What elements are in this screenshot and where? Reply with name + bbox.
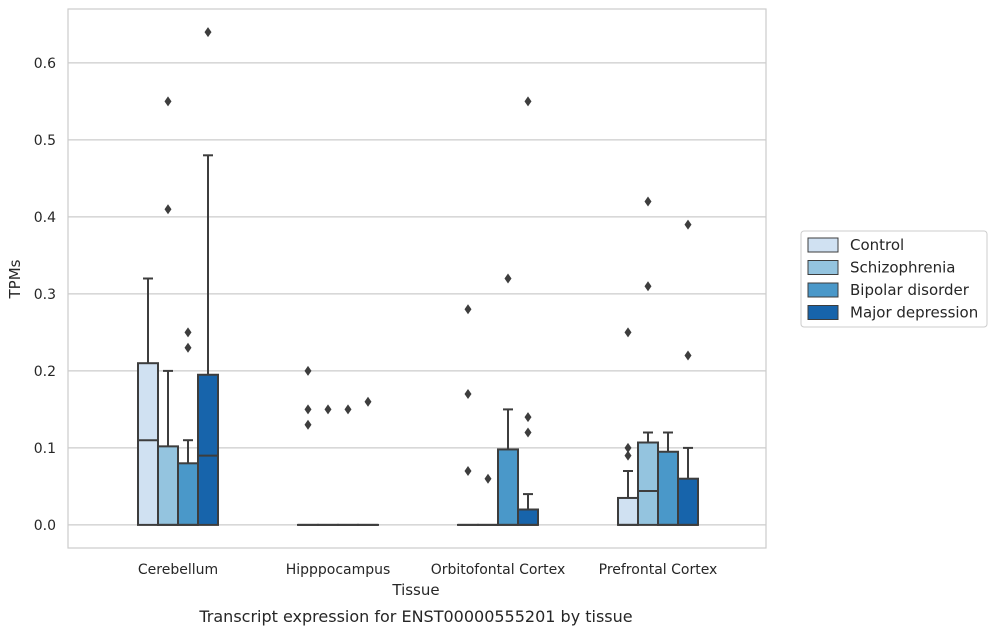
box (637, 196, 659, 526)
outlier-point (344, 404, 352, 415)
y-axis-label: TPMs (6, 259, 24, 299)
x-tick-label: Orbitofontal Cortex (431, 562, 566, 578)
series-major-depression (197, 27, 699, 526)
series-schizophrenia (157, 96, 659, 526)
outlier-point (304, 419, 312, 430)
plot-area-frame (67, 8, 767, 549)
legend: Control Schizophrenia Bipolar disorder Majo… (800, 230, 988, 328)
outlier-point (324, 404, 332, 415)
box (177, 327, 199, 526)
outlier-point (644, 281, 652, 292)
chart-caption: Transcript expression for ENST0000055520… (198, 607, 632, 626)
outlier-point (624, 450, 632, 461)
legend-swatch (807, 282, 839, 298)
box (517, 96, 539, 526)
outlier-point (524, 412, 532, 423)
outlier-point (464, 466, 472, 476)
outlier-point (684, 350, 692, 361)
box (197, 27, 219, 526)
y-tick-label: 0.5 (34, 133, 56, 149)
outlier-point (504, 273, 512, 284)
x-axis-ticks: Cerebellum Hipppocampus Orbitofontal Corte… (138, 562, 717, 578)
x-tick-label: Cerebellum (138, 562, 218, 578)
x-tick-label: Prefrontal Cortex (599, 562, 718, 578)
box (457, 304, 479, 526)
outlier-point (624, 442, 632, 453)
box-body (197, 373, 219, 526)
series-bipolar-disorder (177, 273, 679, 526)
y-axis-ticks: 0.0 0.1 0.2 0.3 0.4 0.5 0.6 (34, 56, 56, 534)
box (677, 219, 699, 526)
outlier-point (304, 365, 312, 376)
box (157, 96, 179, 526)
box (477, 473, 499, 526)
outlier-point (464, 389, 472, 399)
outlier-point (164, 204, 172, 215)
outlier-point (484, 473, 492, 484)
box-body (657, 450, 679, 526)
outlier-point (304, 404, 312, 415)
y-tick-label: 0.2 (34, 364, 56, 380)
outlier-point (184, 342, 192, 353)
box-body (177, 462, 199, 526)
legend-label: Bipolar disorder (850, 281, 970, 299)
y-tick-label: 0.4 (34, 210, 56, 226)
box (137, 277, 159, 526)
outlier-point (524, 427, 532, 438)
outlier-point (204, 27, 212, 38)
y-tick-label: 0.1 (34, 441, 56, 457)
legend-swatch (807, 237, 839, 253)
x-tick-label: Hipppocampus (286, 562, 391, 578)
outlier-point (364, 396, 372, 407)
legend-label: Control (850, 236, 904, 254)
box (317, 404, 339, 526)
box (337, 404, 359, 526)
legend-label: Schizophrenia (850, 259, 955, 277)
x-axis-label: Tissue (391, 581, 439, 599)
box (497, 273, 519, 526)
box (617, 327, 639, 526)
box-series (137, 27, 699, 526)
outlier-point (164, 96, 172, 107)
outlier-point (624, 327, 632, 338)
outlier-point (644, 196, 652, 207)
outlier-point (684, 219, 692, 230)
box-body (517, 508, 539, 526)
outlier-point (184, 327, 192, 338)
box (297, 365, 319, 526)
outlier-point (524, 96, 532, 107)
box (657, 431, 679, 526)
legend-frame (800, 230, 988, 328)
outlier-point (464, 304, 472, 315)
box-body (677, 477, 699, 526)
y-tick-label: 0.0 (34, 518, 56, 534)
box-body (137, 362, 159, 526)
box-body (157, 445, 179, 526)
grid-lines (68, 62, 766, 526)
box-body (497, 448, 519, 526)
legend-swatch (807, 305, 839, 320)
box (357, 396, 379, 526)
legend-swatch (807, 260, 839, 275)
box-body (617, 496, 639, 526)
y-tick-label: 0.6 (34, 56, 56, 72)
legend-label: Major depression (850, 304, 978, 322)
box-body (637, 441, 659, 526)
y-tick-label: 0.3 (34, 287, 56, 303)
